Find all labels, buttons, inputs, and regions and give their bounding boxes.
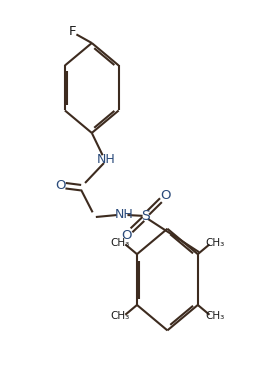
Text: NH: NH bbox=[97, 152, 116, 166]
Text: CH₃: CH₃ bbox=[205, 311, 224, 321]
Text: F: F bbox=[68, 25, 76, 38]
Text: CH₃: CH₃ bbox=[110, 311, 130, 321]
Text: CH₃: CH₃ bbox=[110, 238, 130, 248]
Text: NH: NH bbox=[114, 208, 133, 221]
Text: O: O bbox=[160, 188, 171, 202]
Text: S: S bbox=[141, 209, 150, 223]
Text: O: O bbox=[122, 229, 132, 242]
Text: O: O bbox=[56, 179, 66, 192]
Text: CH₃: CH₃ bbox=[205, 238, 224, 248]
